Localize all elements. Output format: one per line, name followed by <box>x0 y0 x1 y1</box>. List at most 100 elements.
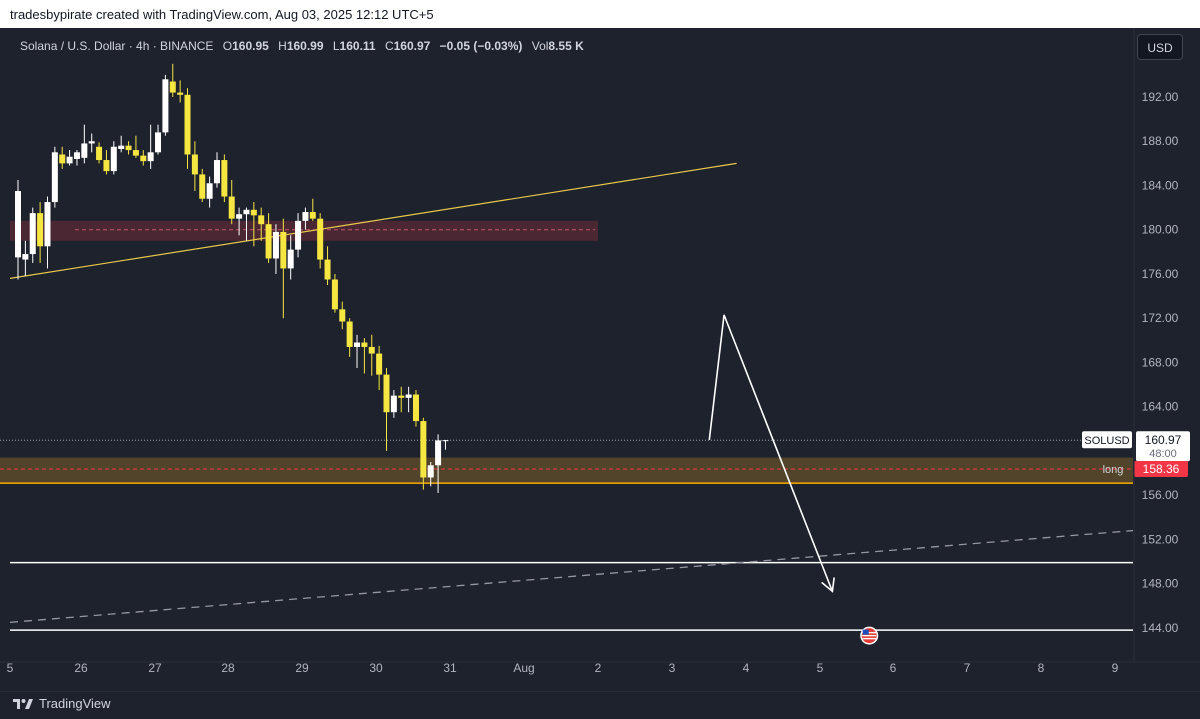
dashed-trendline <box>9 529 1134 623</box>
candle <box>243 207 250 241</box>
candle <box>228 179 235 225</box>
candle <box>368 334 375 376</box>
candle <box>110 141 117 175</box>
candle-body <box>354 342 361 347</box>
candle-body <box>376 353 383 375</box>
candle <box>44 196 51 269</box>
currency-button[interactable]: USD <box>1137 34 1183 60</box>
candle-body <box>258 215 265 225</box>
candle <box>376 345 383 391</box>
long-order-price-bg <box>1134 461 1188 478</box>
y-tick-label: 156.00 <box>1142 488 1179 502</box>
tradingview-brand[interactable]: TradingView <box>12 696 111 711</box>
candle-body <box>213 160 220 184</box>
candle <box>265 213 272 263</box>
x-tick-label: Aug <box>513 661 534 675</box>
flag-canton <box>862 629 869 635</box>
x-tick-label: 29 <box>295 661 309 675</box>
candle <box>346 318 353 357</box>
legend-low: L160.11 <box>332 39 376 53</box>
candle <box>132 135 139 158</box>
candle-body <box>110 146 117 172</box>
candle-body <box>199 174 206 199</box>
x-tick-label: 26 <box>74 661 88 675</box>
candle <box>22 240 29 277</box>
candle-body <box>412 394 419 422</box>
candle-body <box>331 279 338 310</box>
candle <box>199 168 206 203</box>
candle <box>302 207 309 230</box>
candle <box>213 152 220 188</box>
candle <box>324 246 331 286</box>
candle <box>295 213 302 258</box>
candle <box>412 390 419 427</box>
candle-body <box>51 152 58 203</box>
candle <box>236 207 243 236</box>
candle-body <box>324 259 331 280</box>
symbol-legend[interactable]: Solana / U.S. Dollar · 4h · BINANCE O160… <box>20 39 584 53</box>
projection-path <box>708 314 834 592</box>
candle-body <box>118 145 125 149</box>
resistance-zone <box>10 220 598 241</box>
long-zone <box>0 457 1133 485</box>
candle-body <box>405 394 412 398</box>
y-tick-label: 164.00 <box>1142 400 1179 414</box>
candle <box>96 142 103 164</box>
candle <box>73 150 80 166</box>
y-tick-label: 180.00 <box>1142 223 1179 237</box>
price-tag-bg <box>1136 431 1190 462</box>
candle-body <box>73 152 80 159</box>
candle-body <box>427 465 434 478</box>
candle <box>125 141 132 155</box>
candle-body <box>184 94 191 155</box>
x-tick-label: 3 <box>669 661 676 675</box>
y-tick-label: 184.00 <box>1142 178 1179 192</box>
candle <box>155 124 162 155</box>
candle-body <box>383 374 390 413</box>
candle <box>66 150 73 166</box>
y-tick-label: 176.00 <box>1142 267 1179 281</box>
candle-body <box>125 145 132 151</box>
price-tag-value: 160.97 <box>1145 433 1182 447</box>
candle <box>258 207 265 241</box>
x-tick-label: 31 <box>443 661 457 675</box>
candle-body <box>88 141 95 144</box>
y-tick-label: 192.00 <box>1142 90 1179 104</box>
y-tick-label: 144.00 <box>1142 621 1179 635</box>
legend-symbol-name: Solana / U.S. Dollar · 4h · BINANCE <box>20 39 214 53</box>
candle <box>51 146 58 208</box>
us-flag-icon <box>860 626 879 645</box>
x-tick-label: 7 <box>964 661 971 675</box>
candle-body <box>44 202 51 247</box>
candle-body <box>59 154 66 164</box>
candle-body <box>96 146 103 161</box>
candle-body <box>22 254 29 260</box>
snapshot-header: tradesbypirate created with TradingView.… <box>10 7 434 22</box>
candle-body <box>177 92 184 95</box>
candle <box>15 179 21 280</box>
candle-body <box>272 231 279 259</box>
candles-layer <box>15 63 449 493</box>
candle <box>191 141 198 192</box>
candle-body <box>140 155 147 162</box>
candle <box>206 176 213 208</box>
candle <box>435 434 442 493</box>
candle <box>398 386 405 413</box>
candle-body <box>221 160 228 197</box>
candle <box>272 224 279 274</box>
chart-panel[interactable]: SOLUSD 160.97 48:00 long 158.36 192.00 188.00… <box>0 28 1200 691</box>
axis-layer: 192.00 188.00 184.00 180.00 176.00 172.00 168.… <box>0 28 1200 675</box>
y-tick-label: 148.00 <box>1142 577 1179 591</box>
candle <box>280 218 287 319</box>
candle <box>147 124 154 169</box>
candle <box>361 338 368 374</box>
rising-trendline <box>9 162 737 279</box>
flag-stripe <box>862 634 877 637</box>
candle-body <box>243 209 250 215</box>
y-tick-label: 152.00 <box>1142 532 1179 546</box>
candle <box>250 202 257 247</box>
candle <box>354 334 361 368</box>
candle <box>339 301 346 330</box>
candle <box>383 367 390 451</box>
